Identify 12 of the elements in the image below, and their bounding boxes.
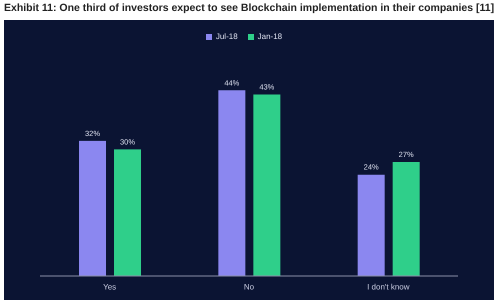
x-tick-label: No — [244, 282, 255, 292]
bar — [253, 94, 280, 276]
legend-label: Jul-18 — [216, 32, 238, 41]
bar — [218, 90, 246, 276]
bar — [114, 149, 142, 276]
bar — [392, 162, 420, 276]
x-tick-label: I don't know — [367, 282, 410, 292]
bar — [358, 174, 385, 276]
bar — [79, 140, 106, 276]
legend-label: Jan-18 — [258, 32, 282, 41]
x-tick-label: Yes — [103, 282, 116, 292]
chart-title: Exhibit 11: One third of investors expect to see Blockchain implementation in their companies [11] — [4, 2, 494, 14]
